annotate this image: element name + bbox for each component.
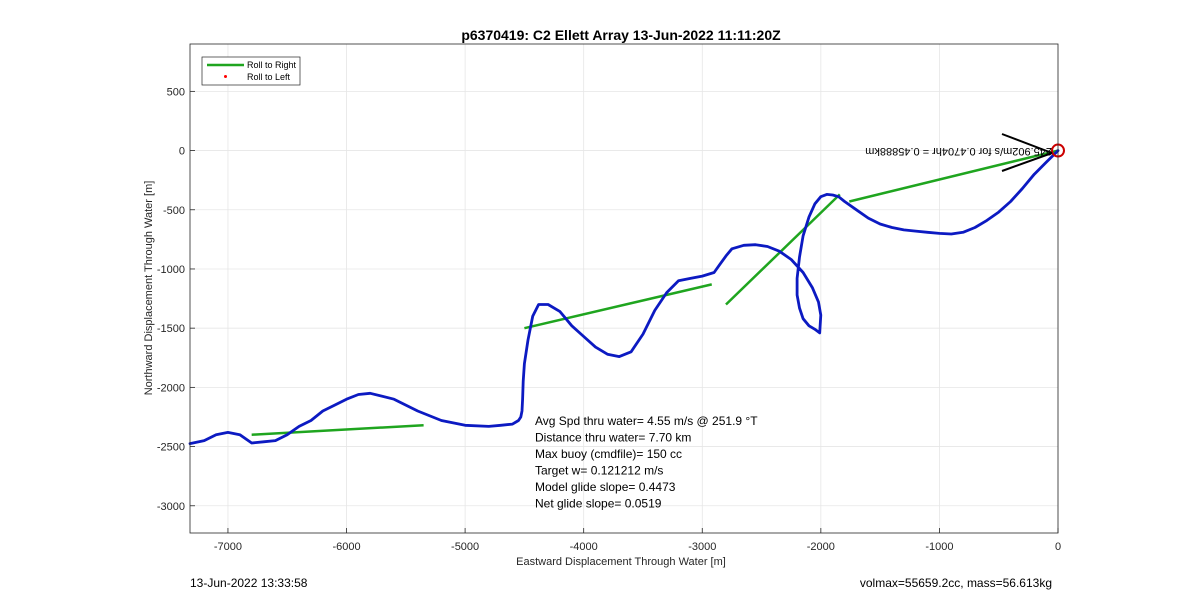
legend-box	[201, 56, 301, 86]
y-axis-label: Northward Displacement Through Water [m]	[143, 181, 155, 396]
y-tick-label: -2500	[157, 442, 185, 454]
roll-right-segment	[524, 283, 713, 330]
x-tick-label: -3000	[688, 541, 716, 553]
stat-net-glide: Net glide slope= 0.0519	[535, 497, 662, 511]
roll-right-segment	[251, 424, 424, 436]
x-axis-label: Eastward Displacement Through Water [m]	[516, 556, 726, 568]
roll-right-segment	[849, 149, 1059, 203]
x-tick-label: -2000	[807, 541, 835, 553]
x-tick-label: 0	[1055, 541, 1061, 553]
stat-target-w: Target w= 0.121212 m/s	[535, 464, 663, 478]
y-tick-label: 0	[179, 146, 185, 158]
stats-annotations: Avg Spd thru water= 4.55 m/s @ 251.9 °T …	[535, 414, 758, 511]
y-tick-label: -1500	[157, 323, 185, 335]
plot-background	[190, 44, 1058, 533]
legend-label-roll-left: Roll to Left	[247, 72, 291, 82]
footer-timestamp: 13-Jun-2022 13:33:58	[190, 576, 308, 590]
arrow-label: 245.902m/s for 0.4704hr = 0.45888km	[865, 145, 1052, 157]
legend: Roll to Right Roll to Left	[201, 56, 301, 86]
y-tick-label: -500	[163, 205, 185, 217]
x-tick-label: -7000	[214, 541, 242, 553]
plot-area: -7000 -6000 -5000 -4000 -3000 -2000 -1000 0 -30…	[157, 43, 1065, 553]
stat-max-buoy: Max buoy (cmdfile)= 150 cc	[535, 447, 682, 461]
glider-track-line	[188, 149, 1060, 446]
arrow-head-upper	[1001, 133, 1053, 154]
stat-distance: Distance thru water= 7.70 km	[535, 431, 691, 445]
roll-right-segment	[725, 193, 841, 306]
x-tick-label: -6000	[332, 541, 360, 553]
legend-label-roll-right: Roll to Right	[247, 60, 297, 70]
arrow-head-lower	[1001, 152, 1053, 172]
y-tick-label: 500	[167, 86, 185, 98]
x-tick-label: -4000	[570, 541, 598, 553]
current-arrow: 245.902m/s for 0.4704hr = 0.45888km	[865, 133, 1053, 172]
stat-avg-speed: Avg Spd thru water= 4.55 m/s @ 251.9 °T	[535, 414, 758, 428]
y-tick-label: -3000	[157, 501, 185, 513]
y-tick-label: -1000	[157, 264, 185, 276]
y-ticks: -3000 -2500 -2000 -1500 -1000 -500 0 500	[157, 86, 195, 513]
footer-mass-info: volmax=55659.2cc, mass=56.613kg	[860, 576, 1052, 590]
stat-model-glide: Model glide slope= 0.4473	[535, 480, 676, 494]
legend-dot-roll-left	[224, 75, 227, 78]
x-tick-label: -5000	[451, 541, 479, 553]
y-tick-label: -2000	[157, 382, 185, 394]
x-ticks: -7000 -6000 -5000 -4000 -3000 -2000 -1000 0	[214, 528, 1061, 553]
x-tick-label: -1000	[925, 541, 953, 553]
series-layer	[188, 143, 1065, 446]
plot-frame	[189, 43, 1059, 534]
chart-title: p6370419: C2 Ellett Array 13-Jun-2022 11…	[461, 27, 781, 43]
